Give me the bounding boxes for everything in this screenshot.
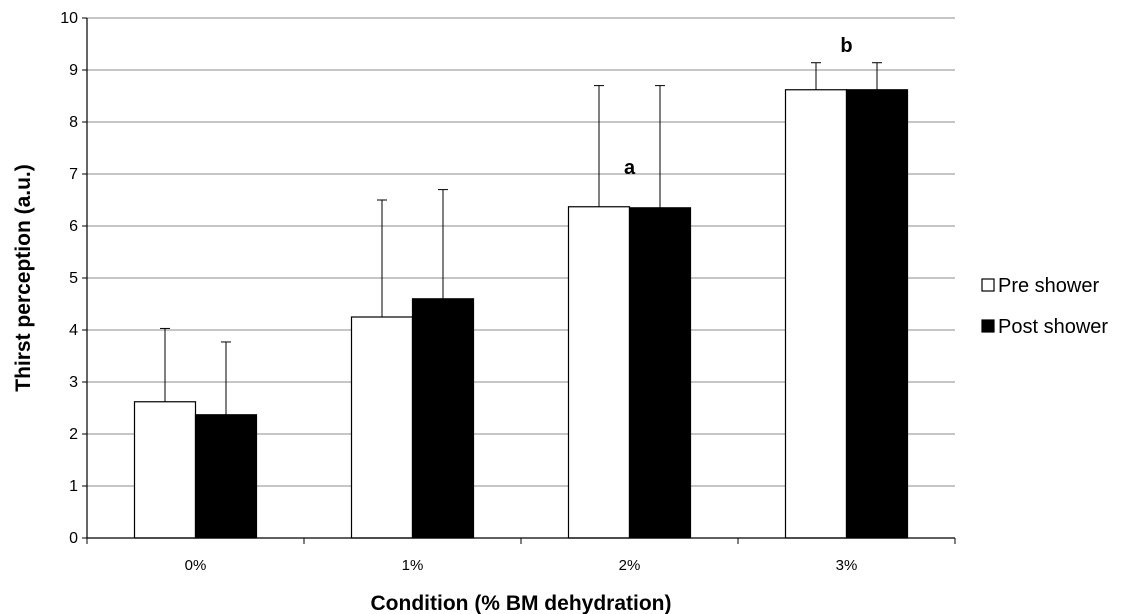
legend-label-0: Pre shower bbox=[998, 275, 1099, 297]
error-bars bbox=[160, 62, 882, 415]
bar-post-shower-0 bbox=[194, 414, 258, 539]
legend-swatch-0 bbox=[981, 278, 995, 292]
annotations: ab bbox=[624, 35, 853, 179]
legend-swatch-1 bbox=[981, 319, 995, 333]
y-tick-label: 4 bbox=[69, 322, 78, 339]
y-tick-label: 1 bbox=[69, 478, 78, 495]
x-tick-label: 2% bbox=[619, 557, 641, 574]
legend: Pre shower Post shower bbox=[981, 275, 1108, 338]
bar-pre-shower-3 bbox=[784, 89, 848, 539]
y-tick-label: 7 bbox=[69, 166, 78, 183]
y-tick-label: 3 bbox=[69, 374, 78, 391]
x-tick-label: 1% bbox=[402, 557, 424, 574]
y-tick-label: 0 bbox=[69, 530, 78, 547]
y-tick-label: 8 bbox=[69, 114, 78, 131]
bars bbox=[133, 89, 909, 539]
bar-pre-shower-2 bbox=[567, 206, 631, 539]
y-tick-label: 9 bbox=[69, 62, 78, 79]
y-tick-label: 2 bbox=[69, 426, 78, 443]
legend-label-1: Post shower bbox=[998, 316, 1108, 338]
bar-post-shower-3 bbox=[845, 89, 909, 539]
bar-post-shower-1 bbox=[411, 298, 475, 539]
bar-pre-shower-0 bbox=[133, 401, 197, 539]
y-tick-label: 10 bbox=[60, 10, 78, 27]
y-tick-labels: 0 1 2 3 4 5 6 7 8 9 10 bbox=[60, 10, 78, 547]
annotation-b: b bbox=[840, 35, 852, 57]
annotation-a: a bbox=[624, 157, 636, 179]
y-tick-label: 5 bbox=[69, 270, 78, 287]
bar-post-shower-2 bbox=[628, 207, 692, 539]
x-tick-labels: 0% 1% 2% 3% bbox=[185, 557, 858, 574]
x-tick-label: 3% bbox=[836, 557, 858, 574]
y-tick-label: 6 bbox=[69, 218, 78, 235]
y-axis-title: Thirst perception (a.u.) bbox=[12, 164, 35, 392]
bar-pre-shower-1 bbox=[350, 316, 414, 539]
x-axis-title: Condition (% BM dehydration) bbox=[371, 592, 672, 614]
x-tick-label: 0% bbox=[185, 557, 207, 574]
axes bbox=[82, 17, 956, 544]
